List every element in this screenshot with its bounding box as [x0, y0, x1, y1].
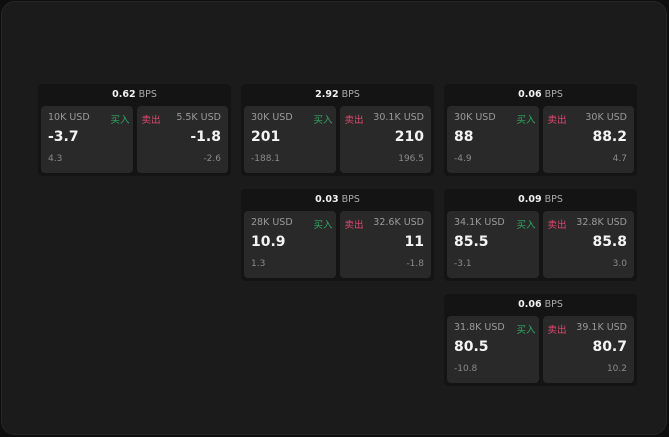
sell-change: -2.6 — [203, 154, 221, 164]
sell-label: 卖出 — [547, 115, 567, 126]
buy-price: 10.9 — [251, 234, 286, 250]
spread-header: 0.06 BPS — [444, 84, 637, 105]
buy-price: 85.5 — [454, 234, 489, 250]
buy-label: 买入 — [516, 220, 536, 231]
buy-price: 201 — [251, 129, 281, 145]
sell-price: 85.8 — [592, 234, 627, 250]
buy-cell[interactable]: 30K USD 买入 201 -188.1 — [244, 106, 336, 173]
spread-unit: BPS — [544, 194, 563, 205]
buy-price: 88 — [454, 129, 474, 145]
spread-header: 0.06 BPS — [444, 294, 637, 315]
spread-unit: BPS — [544, 299, 563, 310]
buy-change: -188.1 — [251, 154, 281, 164]
sell-change: 196.5 — [398, 154, 424, 164]
quote-card: 0.09 BPS 34.1K USD 买入 85.5 -3.1 卖出 32.8K… — [444, 189, 637, 281]
buy-size: 30K USD — [454, 112, 496, 123]
sell-cell[interactable]: 卖出 32.8K USD 85.8 3.0 — [542, 211, 634, 278]
buy-change: -10.8 — [454, 364, 478, 374]
buy-label: 买入 — [110, 115, 130, 126]
sell-change: 4.7 — [612, 154, 627, 164]
sell-cell[interactable]: 卖出 30.1K USD 210 196.5 — [339, 106, 431, 173]
sell-size: 30K USD — [585, 112, 627, 123]
quote-card: 2.92 BPS 30K USD 买入 201 -188.1 卖出 30.1K … — [241, 84, 434, 176]
spread-unit: BPS — [138, 89, 157, 100]
sell-price: 80.7 — [592, 339, 627, 355]
sell-size: 39.1K USD — [576, 322, 627, 333]
spread-value: 0.06 — [518, 299, 542, 310]
sell-cell[interactable]: 卖出 30K USD 88.2 4.7 — [542, 106, 634, 173]
buy-size: 28K USD — [251, 217, 293, 228]
buy-change: -4.9 — [454, 154, 472, 164]
buy-size: 34.1K USD — [454, 217, 505, 228]
buy-cell[interactable]: 31.8K USD 买入 80.5 -10.8 — [447, 316, 539, 383]
sell-label: 卖出 — [547, 220, 567, 231]
sell-label: 卖出 — [344, 115, 364, 126]
buy-size: 30K USD — [251, 112, 293, 123]
spread-unit: BPS — [341, 194, 360, 205]
spread-value: 0.03 — [315, 194, 339, 205]
buy-change: -3.1 — [454, 259, 472, 269]
sell-price: 210 — [394, 129, 424, 145]
spread-value: 0.06 — [518, 89, 542, 100]
buy-size: 31.8K USD — [454, 322, 505, 333]
sell-change: 3.0 — [612, 259, 627, 269]
buy-cell[interactable]: 28K USD 买入 10.9 1.3 — [244, 211, 336, 278]
spread-header: 0.09 BPS — [444, 189, 637, 210]
quote-card: 0.62 BPS 10K USD 买入 -3.7 4.3 卖出 5.5K USD… — [38, 84, 231, 176]
sell-cell[interactable]: 卖出 39.1K USD 80.7 10.2 — [542, 316, 634, 383]
spread-value: 2.92 — [315, 89, 339, 100]
sell-label: 卖出 — [547, 325, 567, 336]
spread-value: 0.09 — [518, 194, 542, 205]
buy-change: 1.3 — [251, 259, 266, 269]
buy-price: -3.7 — [48, 129, 79, 145]
sell-price: 88.2 — [592, 129, 627, 145]
buy-cell[interactable]: 10K USD 买入 -3.7 4.3 — [41, 106, 133, 173]
spread-header: 0.03 BPS — [241, 189, 434, 210]
sell-cell[interactable]: 卖出 32.6K USD 11 -1.8 — [339, 211, 431, 278]
spread-value: 0.62 — [112, 89, 136, 100]
buy-label: 买入 — [313, 220, 333, 231]
quote-card: 0.03 BPS 28K USD 买入 10.9 1.3 卖出 32.6K US… — [241, 189, 434, 281]
quote-card: 0.06 BPS 31.8K USD 买入 80.5 -10.8 卖出 39.1… — [444, 294, 637, 386]
sell-change: 10.2 — [606, 364, 627, 374]
sell-price: -1.8 — [190, 129, 221, 145]
quote-card: 0.06 BPS 30K USD 买入 88 -4.9 卖出 30K USD 8… — [444, 84, 637, 176]
sell-size: 30.1K USD — [373, 112, 424, 123]
sell-cell[interactable]: 卖出 5.5K USD -1.8 -2.6 — [136, 106, 228, 173]
spread-unit: BPS — [544, 89, 563, 100]
sell-size: 32.6K USD — [373, 217, 424, 228]
buy-price: 80.5 — [454, 339, 489, 355]
sell-price: 11 — [404, 234, 424, 250]
spread-header: 0.62 BPS — [38, 84, 231, 105]
buy-label: 买入 — [516, 115, 536, 126]
spread-header: 2.92 BPS — [241, 84, 434, 105]
sell-change: -1.8 — [406, 259, 424, 269]
buy-cell[interactable]: 30K USD 买入 88 -4.9 — [447, 106, 539, 173]
buy-label: 买入 — [313, 115, 333, 126]
buy-change: 4.3 — [48, 154, 63, 164]
sell-size: 5.5K USD — [176, 112, 221, 123]
spread-unit: BPS — [341, 89, 360, 100]
buy-cell[interactable]: 34.1K USD 买入 85.5 -3.1 — [447, 211, 539, 278]
sell-label: 卖出 — [141, 115, 161, 126]
sell-label: 卖出 — [344, 220, 364, 231]
buy-size: 10K USD — [48, 112, 90, 123]
sell-size: 32.8K USD — [576, 217, 627, 228]
buy-label: 买入 — [516, 325, 536, 336]
